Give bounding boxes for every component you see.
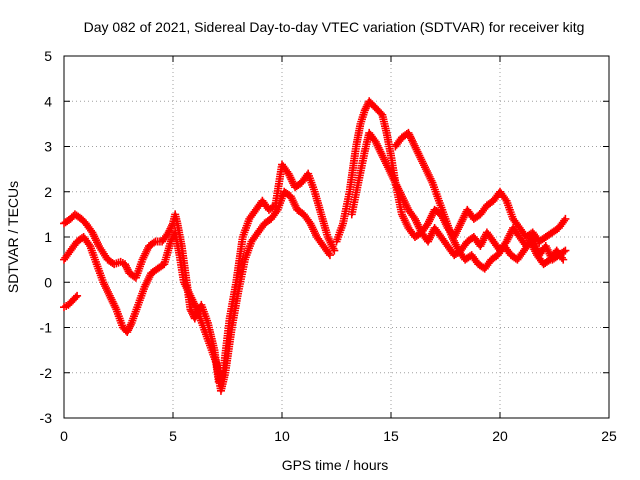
series-track-c [60, 291, 82, 312]
data-point [501, 194, 510, 203]
y-axis-label: SDTVAR / TECUs [5, 181, 21, 293]
chart-title: Day 082 of 2021, Sidereal Day-to-day VTE… [84, 19, 585, 35]
data-point [407, 134, 416, 143]
series-track-f [391, 128, 568, 273]
y-tick-label: -3 [40, 410, 53, 426]
x-tick-label: 10 [274, 428, 290, 444]
data-point [362, 102, 371, 111]
data-point [404, 128, 413, 137]
data-point [561, 214, 570, 223]
y-tick-label: -1 [40, 320, 53, 336]
y-tick-label: 5 [44, 48, 52, 64]
data-point [123, 265, 132, 274]
axis-ticks [63, 55, 610, 419]
x-tick-labels: 0 5 10 15 20 25 [60, 428, 617, 444]
data-point [405, 130, 414, 139]
x-tick-label: 25 [601, 428, 617, 444]
data-point [407, 136, 416, 145]
x-tick-label: 15 [383, 428, 399, 444]
y-tick-label: 0 [44, 274, 52, 290]
series-track-d [332, 97, 570, 246]
data-points [60, 97, 570, 395]
data-point [272, 207, 281, 216]
data-point [325, 251, 334, 260]
data-point [123, 328, 132, 337]
data-point [406, 132, 415, 141]
x-tick-label: 0 [60, 428, 68, 444]
y-tick-labels: -3 -2 -1 0 1 2 3 4 5 [40, 48, 53, 426]
data-point [149, 238, 158, 247]
data-point [126, 320, 135, 329]
data-point [73, 291, 82, 300]
data-point [557, 253, 566, 262]
series-track-e [347, 128, 570, 264]
y-tick-label: -2 [40, 365, 53, 381]
y-tick-label: 4 [44, 93, 52, 109]
data-point [124, 324, 133, 333]
data-point [122, 263, 131, 272]
data-point [167, 223, 176, 232]
data-point [330, 246, 339, 255]
series-track-b [60, 187, 334, 395]
x-tick-label: 20 [492, 428, 508, 444]
data-point [360, 106, 369, 115]
data-point [361, 104, 370, 113]
y-tick-label: 1 [44, 229, 52, 245]
data-point [324, 249, 333, 258]
data-point [121, 261, 130, 270]
data-point [124, 326, 133, 335]
data-point [560, 216, 569, 225]
data-point [166, 224, 175, 233]
data-point [561, 246, 570, 255]
y-tick-label: 3 [44, 139, 52, 155]
data-point [121, 260, 130, 269]
data-point [165, 226, 174, 235]
data-point [84, 240, 93, 249]
data-point [71, 293, 80, 302]
x-axis-label: GPS time / hours [282, 457, 389, 473]
y-tick-label: 2 [44, 184, 52, 200]
data-point [559, 255, 568, 264]
data-point [125, 322, 134, 331]
x-tick-label: 5 [169, 428, 177, 444]
